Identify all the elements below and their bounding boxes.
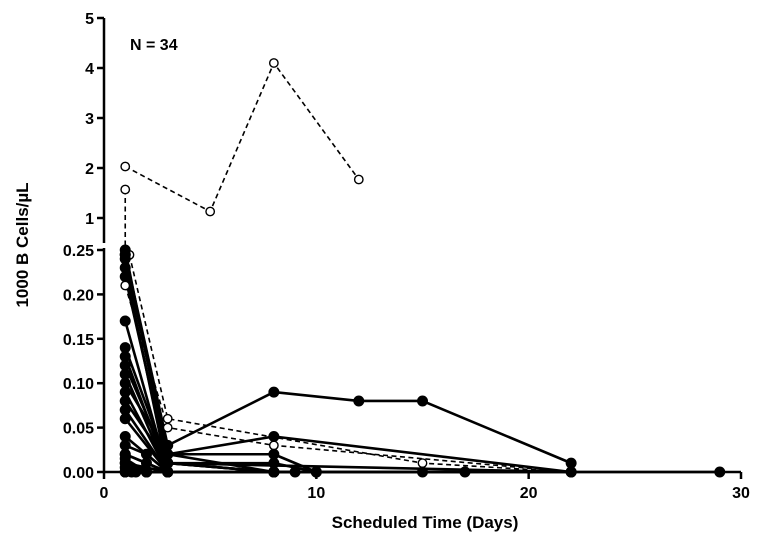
y-tick-label: 4 bbox=[85, 61, 94, 78]
data-point-open bbox=[162, 413, 173, 424]
data-point-filled bbox=[417, 466, 428, 478]
series-line-dashed bbox=[128, 254, 572, 473]
x-tick-label: 10 bbox=[307, 485, 325, 502]
series-line-dashed bbox=[124, 62, 360, 213]
y-tick-label: 0.10 bbox=[63, 376, 94, 393]
series-line-solid bbox=[124, 364, 572, 474]
x-tick-label: 0 bbox=[100, 485, 109, 502]
data-point-filled bbox=[268, 430, 280, 442]
series-line-dashed bbox=[124, 285, 572, 473]
x-tick-label: 30 bbox=[732, 485, 750, 502]
y-tick-label: 0.25 bbox=[63, 243, 94, 260]
y-axis-title: 1000 B Cells/µL bbox=[13, 182, 32, 307]
data-point-filled bbox=[162, 466, 174, 478]
series-line-solid bbox=[123, 254, 572, 474]
series-line-solid bbox=[124, 382, 317, 474]
data-point-filled bbox=[268, 386, 280, 398]
data-point-open bbox=[417, 458, 428, 469]
y-tick-label: 0.05 bbox=[63, 421, 94, 438]
series-layer bbox=[119, 58, 726, 478]
data-point-filled bbox=[310, 466, 322, 478]
data-point-filled bbox=[459, 466, 471, 478]
data-point-open bbox=[120, 161, 131, 172]
data-point-filled bbox=[119, 413, 131, 425]
data-point-filled bbox=[119, 271, 131, 283]
data-point-filled bbox=[353, 395, 365, 407]
data-point-open bbox=[120, 184, 131, 195]
x-axis-title: Scheduled Time (Days) bbox=[332, 513, 519, 532]
data-point-open bbox=[268, 440, 279, 451]
series-line-solid bbox=[123, 254, 572, 465]
y-tick-label: 1 bbox=[85, 211, 94, 228]
data-point-filled bbox=[268, 448, 280, 460]
data-point-filled bbox=[119, 315, 131, 327]
annotation-n: N = 34 bbox=[130, 37, 178, 54]
data-point-open bbox=[353, 174, 364, 185]
y-tick-label: 0.15 bbox=[63, 332, 94, 349]
data-point-filled bbox=[119, 453, 131, 465]
data-point-open bbox=[120, 280, 131, 291]
data-point-filled bbox=[119, 466, 131, 478]
x-tick-label: 20 bbox=[520, 485, 538, 502]
y-tick-label: 0.00 bbox=[63, 465, 94, 482]
y-tick-label: 0.20 bbox=[63, 287, 94, 304]
data-point-filled bbox=[417, 395, 428, 407]
data-point-filled bbox=[714, 466, 726, 478]
y-tick-label: 3 bbox=[85, 111, 94, 128]
data-point-open bbox=[205, 206, 216, 217]
data-point-filled bbox=[268, 466, 280, 478]
y-tick-label: 5 bbox=[85, 11, 94, 28]
data-point-filled bbox=[140, 466, 152, 478]
data-point-filled bbox=[565, 466, 577, 478]
y-tick-label: 2 bbox=[85, 161, 94, 178]
data-point-open bbox=[268, 58, 279, 68]
data-point-open bbox=[162, 422, 173, 433]
data-point-filled bbox=[289, 466, 301, 478]
series-line-solid bbox=[124, 373, 169, 473]
